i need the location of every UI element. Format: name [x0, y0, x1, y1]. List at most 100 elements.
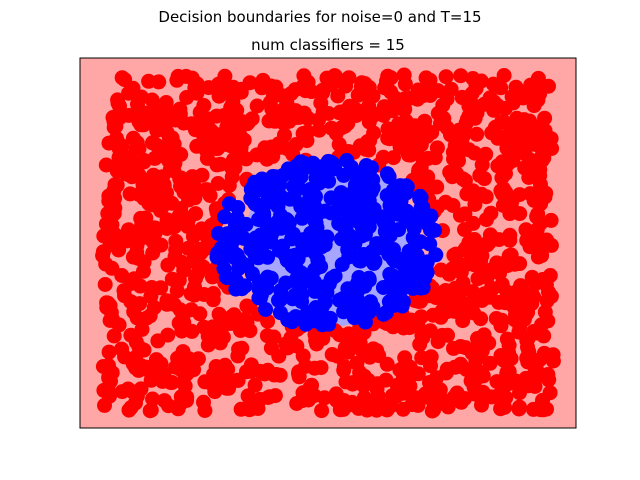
red-class-point — [301, 392, 316, 408]
red-class-point — [522, 113, 538, 129]
red-class-point — [334, 120, 350, 136]
red-class-point — [486, 97, 502, 112]
blue-class-point — [294, 210, 310, 226]
red-class-point — [539, 232, 555, 248]
red-class-point — [199, 182, 215, 198]
red-class-point — [302, 380, 318, 396]
red-class-point — [260, 313, 276, 329]
red-class-point — [441, 266, 457, 282]
blue-class-point — [236, 256, 252, 272]
red-class-point — [526, 98, 542, 114]
red-class-point — [171, 208, 187, 224]
red-class-point — [537, 110, 553, 126]
red-class-point — [354, 75, 370, 91]
red-class-point — [160, 327, 176, 343]
red-class-point — [447, 298, 463, 314]
red-class-point — [124, 160, 140, 176]
blue-class-point — [288, 309, 304, 325]
red-class-point — [106, 114, 122, 129]
blue-class-point — [391, 222, 407, 238]
red-class-point — [458, 362, 474, 377]
red-class-point — [109, 130, 124, 146]
red-class-point — [496, 114, 512, 130]
red-class-point — [447, 359, 463, 375]
blue-class-point — [263, 270, 279, 286]
red-class-point — [244, 111, 260, 127]
red-class-point — [383, 84, 399, 100]
red-class-point — [493, 80, 509, 96]
red-class-point — [159, 293, 175, 309]
red-class-point — [453, 68, 469, 84]
red-class-point — [482, 227, 498, 243]
blue-class-point — [251, 290, 267, 306]
red-class-point — [149, 137, 165, 153]
red-class-point — [288, 110, 304, 125]
red-class-point — [97, 397, 112, 413]
red-class-point — [263, 340, 279, 356]
red-class-point — [378, 372, 394, 388]
blue-class-point — [307, 283, 323, 299]
red-class-point — [231, 143, 247, 159]
blue-class-point — [323, 272, 339, 288]
blue-class-point — [248, 182, 264, 198]
blue-class-point — [293, 199, 309, 215]
blue-class-point — [294, 294, 310, 310]
red-class-point — [543, 288, 559, 304]
blue-class-point — [382, 280, 398, 296]
red-class-point — [515, 377, 531, 393]
red-class-point — [454, 139, 470, 155]
red-class-point — [96, 382, 112, 398]
red-class-point — [249, 147, 265, 163]
red-class-point — [430, 334, 446, 350]
red-class-point — [376, 107, 392, 123]
red-class-point — [473, 311, 489, 327]
blue-class-point — [270, 199, 286, 214]
red-class-point — [139, 310, 155, 326]
blue-class-point — [226, 222, 242, 238]
red-class-point — [417, 386, 433, 402]
red-class-point — [501, 345, 517, 360]
red-class-point — [145, 391, 161, 407]
blue-class-point — [245, 236, 261, 252]
red-class-point — [123, 399, 139, 415]
blue-class-point — [314, 317, 330, 333]
red-class-point — [522, 186, 538, 202]
red-class-point — [363, 399, 379, 415]
red-class-point — [535, 272, 551, 287]
plot-area — [79, 57, 577, 429]
red-class-point — [324, 347, 340, 362]
blue-class-point — [323, 190, 339, 206]
red-class-point — [385, 319, 401, 335]
red-class-point — [266, 367, 282, 383]
blue-class-point — [366, 255, 382, 271]
red-class-point — [537, 304, 553, 320]
red-class-point — [213, 156, 228, 172]
red-class-point — [300, 74, 316, 90]
red-class-point — [475, 384, 491, 400]
blue-class-point — [275, 167, 291, 183]
red-class-point — [415, 330, 431, 346]
red-class-point — [225, 79, 241, 95]
blue-class-point — [282, 191, 298, 207]
red-class-point — [502, 227, 518, 243]
blue-class-point — [317, 237, 333, 253]
red-class-point — [405, 128, 421, 144]
red-class-point — [403, 90, 419, 106]
red-class-point — [392, 137, 408, 153]
red-class-point — [337, 340, 353, 356]
red-class-point — [476, 171, 492, 187]
red-class-point — [426, 402, 442, 418]
blue-class-point — [273, 291, 289, 307]
red-class-point — [130, 251, 146, 266]
blue-class-point — [290, 251, 306, 267]
red-class-point — [209, 108, 225, 124]
blue-class-point — [293, 158, 308, 174]
red-class-point — [425, 374, 441, 390]
red-class-point — [446, 389, 462, 405]
red-class-point — [104, 260, 120, 276]
red-class-point — [395, 373, 411, 389]
blue-class-point — [353, 211, 369, 227]
red-class-point — [111, 150, 127, 166]
red-class-point — [331, 136, 347, 152]
axes-frame — [79, 57, 577, 429]
